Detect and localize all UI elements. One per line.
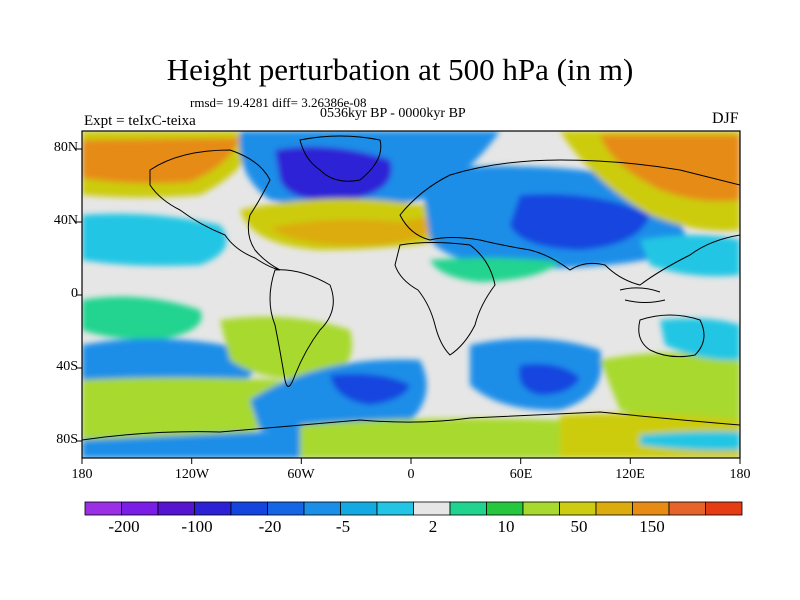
x-label-60e: 60E <box>509 467 533 482</box>
contour-low-tasman <box>660 318 740 361</box>
colorbar-box <box>559 501 597 516</box>
period-subtitle: 0536kyr BP - 0000kyr BP <box>320 106 466 121</box>
colorbar-box <box>595 501 633 516</box>
x-label-120e: 120E <box>615 467 645 482</box>
y-label-80n: 80N <box>53 140 78 155</box>
plot-title: Height perturbation at 500 hPa (in m) <box>166 52 634 87</box>
contour-low-southern-ocean-west-core <box>330 373 410 405</box>
contour-high-nw-core <box>82 138 240 184</box>
colorbar-box <box>157 501 195 516</box>
contour-high-south-pacific <box>82 377 285 452</box>
colorbar-box <box>303 501 341 516</box>
contour-field <box>82 131 740 458</box>
x-label-120w: 120W <box>174 467 210 482</box>
colorbar-box <box>267 501 305 516</box>
x-label-180e: 180 <box>729 467 751 482</box>
contour-low-antarctic-east <box>640 431 740 451</box>
contour-high-australia <box>600 352 740 424</box>
colorbar-box <box>376 501 414 516</box>
colorbar-label: 10 <box>497 517 515 536</box>
x-label-60w: 60W <box>287 467 315 482</box>
colorbar <box>84 501 743 516</box>
coastline-eurasia <box>399 159 740 286</box>
colorbar-box <box>705 501 743 516</box>
colorbar-box <box>84 501 122 516</box>
colorbar-box <box>632 501 670 516</box>
rmsd-subtitle: rmsd= 19.4281 diff= 3.26386e-08 <box>190 95 367 110</box>
contour-low-west-pacific <box>640 235 740 277</box>
contour-low-indian-ocean-core <box>519 363 580 395</box>
colorbar-box <box>413 501 451 516</box>
colorbar-label: -200 <box>108 517 140 536</box>
colorbar-label: 150 <box>639 517 665 536</box>
coastline-southeast-asia-islands <box>619 287 666 303</box>
y-label-80s: 80S <box>56 432 78 447</box>
colorbar-label: -20 <box>258 517 282 536</box>
y-label-40n: 40N <box>53 213 78 228</box>
contour-high-tropical-africa <box>430 257 560 282</box>
contour-high-south-atlantic <box>220 316 352 381</box>
colorbar-box <box>340 501 378 516</box>
axis-ticks <box>76 148 741 464</box>
colorbar-box <box>121 501 159 516</box>
colorbar-label: 50 <box>570 517 588 536</box>
x-label-180w: 180 <box>71 467 93 482</box>
contour-low-north-atlantic-core <box>275 146 392 201</box>
coastline-africa <box>394 242 496 356</box>
colorbar-box <box>449 501 487 516</box>
season-label: DJF <box>712 110 739 127</box>
coastlines <box>82 135 740 441</box>
x-label-0: 0 <box>407 467 415 482</box>
coastline-greenland <box>299 135 382 182</box>
colorbar-label: -5 <box>335 517 351 536</box>
colorbar-box <box>486 501 524 516</box>
coastline-australia <box>638 314 705 358</box>
y-label-equator: 0 <box>71 286 78 301</box>
contour-high-antarctic-center <box>300 418 560 458</box>
contour-high-tropical-pacific <box>82 296 202 340</box>
colorbar-box <box>194 501 232 516</box>
colorbar-box <box>522 501 560 516</box>
contour-high-mid-atlantic-core <box>270 210 460 246</box>
colorbar-label: 2 <box>428 517 438 536</box>
contour-low-north-pacific <box>82 213 227 266</box>
coastline-antarctica <box>82 411 740 441</box>
colorbar-box <box>668 501 706 516</box>
colorbar-label: -100 <box>181 517 213 536</box>
colorbar-box <box>230 501 268 516</box>
experiment-label: Expt = teIxC-teixa <box>84 113 196 129</box>
contour-low-eurasia-core <box>510 194 650 250</box>
coastline-north-america <box>149 149 281 271</box>
coastline-south-america <box>269 269 334 387</box>
contour-low-antarctic-west <box>82 430 300 458</box>
y-label-40s: 40S <box>56 359 78 374</box>
